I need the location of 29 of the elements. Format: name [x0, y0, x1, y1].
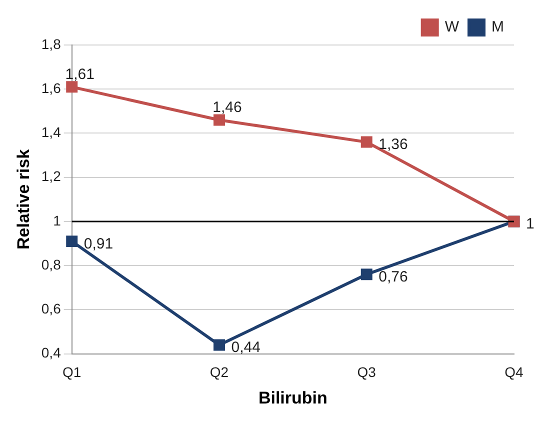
x-tick-label: Q1 [62, 364, 82, 380]
y-tick-label: 0,6 [41, 300, 62, 317]
y-tick-label: 1,6 [41, 80, 62, 96]
x-axis-title: Bilirubin [258, 388, 328, 408]
data-label: 0,76 [378, 268, 408, 286]
y-tick-label: 1,4 [41, 124, 62, 140]
point [66, 236, 78, 248]
y-axis-title: Relative risk [14, 148, 33, 250]
y-tick-label: 0,4 [41, 344, 62, 361]
legend-label: W [444, 18, 460, 36]
data-label: 1,36 [378, 136, 408, 154]
y-tick-label: 1,8 [41, 36, 62, 52]
x-tick-label: Q3 [357, 364, 376, 380]
point [214, 114, 225, 126]
data-label: 1,61 [65, 66, 94, 84]
point [66, 81, 78, 93]
point [360, 268, 372, 280]
legend-label: M [492, 18, 504, 36]
point [214, 339, 225, 351]
point [360, 136, 372, 148]
x-tick-label: Q4 [504, 364, 524, 380]
y-tick-label: 0,8 [41, 256, 62, 272]
data-label: 0,44 [231, 339, 260, 356]
data-label: 0,91 [84, 235, 114, 252]
x-tick-label: Q2 [210, 364, 229, 380]
y-tick-label: 1,2 [41, 168, 62, 184]
data-label: 1,46 [212, 99, 242, 116]
y-tick-label: 1 [53, 212, 62, 228]
data-label: 1 [526, 216, 534, 233]
